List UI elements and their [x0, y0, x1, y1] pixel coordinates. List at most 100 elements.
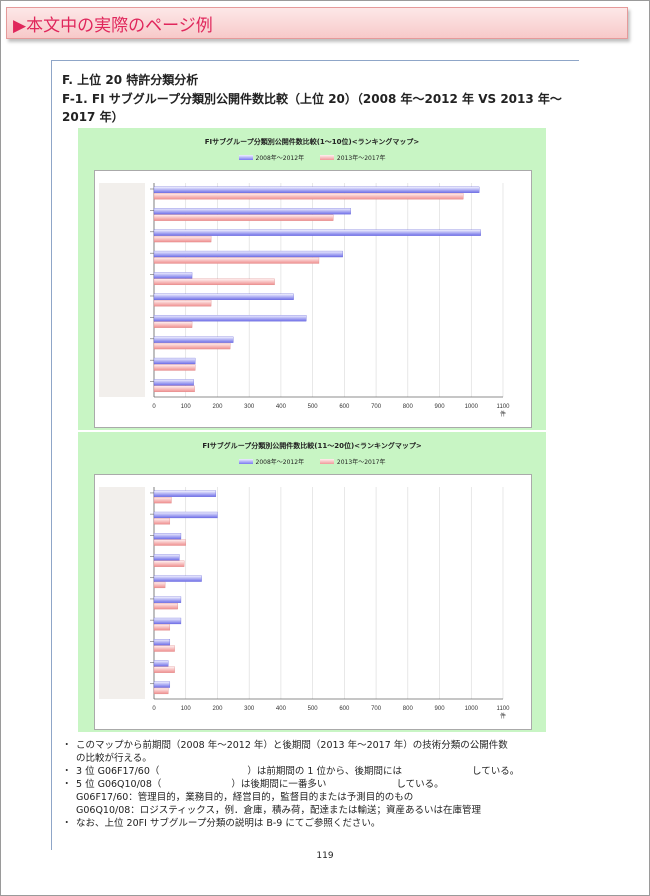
section-top-rule: [51, 60, 579, 61]
x-tick-label: 400: [276, 706, 287, 712]
plot-area: 0 100 200 300 400 500 600 700 800 900 1000 1100 件: [94, 170, 532, 428]
x-tick-label: 300: [244, 404, 255, 410]
bar-series2: [153, 342, 231, 350]
page-number: 119: [316, 851, 334, 861]
x-tick-label: 700: [371, 706, 382, 712]
list-item: ・ 5 位 G06Q10/08（ ）は後期間に一番多い している。: [62, 779, 444, 790]
section-left-rule: [51, 60, 52, 850]
chart-legend: 2008年～2012年 2013年～2017年: [78, 457, 546, 466]
bar-series1: [153, 533, 182, 540]
bar-series1: [153, 315, 307, 322]
bar-series2: [153, 364, 196, 371]
list-item: ・このマップから前期間（2008 年～2012 年）と後期間（2013 年～20…: [62, 740, 508, 751]
bar-series2: [153, 193, 464, 200]
x-tick-label: 900: [435, 706, 446, 712]
x-tick-label: 500: [308, 404, 319, 410]
list-item: ・ 3 位 G06F17/60（ ）は前期間の 1 位から、後期間には している。: [62, 766, 520, 777]
x-tick-label: 100: [181, 404, 192, 410]
bar-series1: [153, 511, 218, 519]
bar-series2: [153, 321, 193, 328]
list-item-continuation: の比較が行える。: [76, 753, 152, 764]
bar-series1: [153, 250, 343, 258]
x-unit-label: 件: [500, 410, 506, 418]
definition-line: G06F17/60：管理目的，業務目的，経営目的，監督目的または予測目的のもの: [76, 792, 414, 803]
bar-series1: [153, 379, 194, 386]
bar-series1: [153, 272, 193, 279]
header-banner: ▶本文中の実際のページ例: [6, 7, 628, 39]
bar-series1: [153, 336, 234, 343]
x-tick-label: 700: [371, 404, 382, 410]
bar-series2: [153, 235, 212, 243]
category-label-column: [99, 183, 145, 397]
x-tick-label: 400: [276, 404, 287, 410]
x-tick-label: 600: [339, 706, 350, 712]
legend-label-series1: 2008年～2012年: [255, 155, 305, 162]
x-tick-label: 500: [308, 706, 319, 712]
section-heading: F. 上位 20 特許分類分析: [62, 73, 199, 87]
bar-series1: [153, 186, 480, 193]
bar-series2: [153, 518, 171, 525]
bar-series1: [153, 357, 196, 365]
bar-series1: [153, 293, 294, 300]
bar-series1: [153, 554, 180, 561]
bar-series2: [153, 497, 172, 504]
x-tick-label: 200: [212, 706, 223, 712]
bar-series1: [153, 229, 481, 236]
chart-legend: 2008年～2012年 2013年～2017年: [78, 153, 546, 162]
x-tick-label: 200: [212, 404, 223, 410]
x-tick-label: 1000: [465, 404, 479, 410]
bar-series2: [153, 385, 195, 393]
bar-series1: [153, 575, 202, 582]
x-tick-label: 800: [403, 404, 414, 410]
legend-label-series2: 2013年～2017年: [336, 155, 386, 162]
bar-series1: [153, 639, 171, 646]
x-tick-label: 0: [152, 706, 156, 712]
bar-series1: [153, 681, 171, 688]
x-tick-label: 1100: [497, 404, 511, 410]
bar-series1: [153, 660, 169, 667]
list-item: ・なお、上位 20FI サブグループ分類の説明は B-9 にてご参照ください。: [62, 818, 381, 829]
legend-label-series1: 2008年～2012年: [255, 459, 305, 466]
legend-swatch-series1: [238, 155, 253, 160]
x-tick-label: 0: [152, 404, 156, 410]
x-unit-label: 件: [500, 712, 506, 720]
banner-title: ▶本文中の実際のページ例: [13, 16, 213, 36]
commentary-list: ・このマップから前期間（2008 年～2012 年）と後期間（2013 年～20…: [62, 739, 582, 830]
bar-series2: [153, 666, 175, 673]
legend-label-series2: 2013年～2017年: [336, 459, 386, 466]
chart-title: FIサブグループ分類別公開件数比較(1～10位)<ランキングマップ>: [204, 138, 420, 146]
category-label-column: [99, 487, 145, 699]
x-tick-label: 300: [244, 706, 255, 712]
bar-series1: [153, 617, 182, 625]
x-tick-label: 600: [339, 404, 350, 410]
legend-swatch-series2: [319, 155, 334, 160]
section-subheading: F-1. FI サブグループ分類別公開件数比較（上位 20）（2008 年～20…: [62, 92, 562, 124]
x-tick-label: 800: [403, 706, 414, 712]
definition-line: G06Q10/08：ロジスティックス，例．倉庫，積み荷，配達または輸送；資産ある…: [76, 805, 481, 816]
bar-series2: [153, 687, 169, 695]
legend-swatch-series2: [319, 459, 334, 464]
bar-series2: [153, 581, 166, 589]
x-tick-label: 1000: [465, 706, 479, 712]
bar-series2: [153, 300, 212, 307]
x-tick-label: 100: [181, 706, 192, 712]
bar-series2: [153, 539, 186, 546]
bar-series1: [153, 490, 217, 497]
chart-title: FIサブグループ分類別公開件数比較(11～20位)<ランキングマップ>: [202, 442, 422, 450]
bar-series2: [153, 624, 171, 631]
bar-series2: [153, 645, 175, 652]
bar-series2: [153, 560, 185, 567]
bar-series1: [153, 208, 351, 215]
plot-area: 0 100 200 300 400 500 600 700 800 900 1000 1100 件: [94, 474, 532, 730]
bar-series1: [153, 596, 182, 603]
chart-panel-top: FIサブグループ分類別公開件数比較(1～10位)<ランキングマップ> 2008年…: [78, 128, 546, 430]
chart-panel-bottom: FIサブグループ分類別公開件数比較(11～20位)<ランキングマップ> 2008…: [78, 432, 546, 732]
x-tick-label: 1100: [497, 706, 511, 712]
legend-swatch-series1: [238, 459, 253, 464]
x-tick-label: 900: [435, 404, 446, 410]
bar-series2: [153, 214, 334, 221]
bar-series2: [153, 603, 178, 610]
bar-series2: [153, 278, 275, 286]
